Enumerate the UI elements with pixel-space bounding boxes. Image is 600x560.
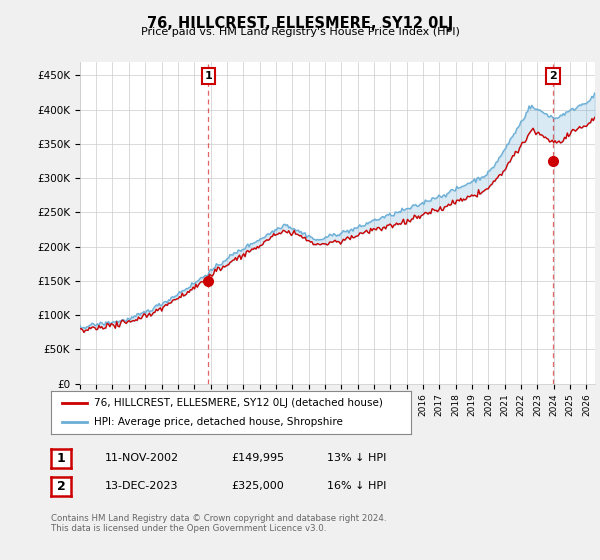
Text: 1: 1 bbox=[57, 451, 65, 465]
Text: Price paid vs. HM Land Registry's House Price Index (HPI): Price paid vs. HM Land Registry's House … bbox=[140, 27, 460, 37]
Text: 13% ↓ HPI: 13% ↓ HPI bbox=[327, 453, 386, 463]
Text: 2: 2 bbox=[57, 479, 65, 493]
Text: HPI: Average price, detached house, Shropshire: HPI: Average price, detached house, Shro… bbox=[94, 417, 343, 427]
Text: £325,000: £325,000 bbox=[231, 481, 284, 491]
Text: 76, HILLCREST, ELLESMERE, SY12 0LJ (detached house): 76, HILLCREST, ELLESMERE, SY12 0LJ (deta… bbox=[94, 398, 383, 408]
Text: 76, HILLCREST, ELLESMERE, SY12 0LJ: 76, HILLCREST, ELLESMERE, SY12 0LJ bbox=[147, 16, 453, 31]
Text: 11-NOV-2002: 11-NOV-2002 bbox=[105, 453, 179, 463]
Text: 13-DEC-2023: 13-DEC-2023 bbox=[105, 481, 179, 491]
Text: 1: 1 bbox=[205, 71, 212, 81]
Text: Contains HM Land Registry data © Crown copyright and database right 2024.
This d: Contains HM Land Registry data © Crown c… bbox=[51, 514, 386, 534]
Text: 2: 2 bbox=[549, 71, 557, 81]
Text: 16% ↓ HPI: 16% ↓ HPI bbox=[327, 481, 386, 491]
Text: £149,995: £149,995 bbox=[231, 453, 284, 463]
